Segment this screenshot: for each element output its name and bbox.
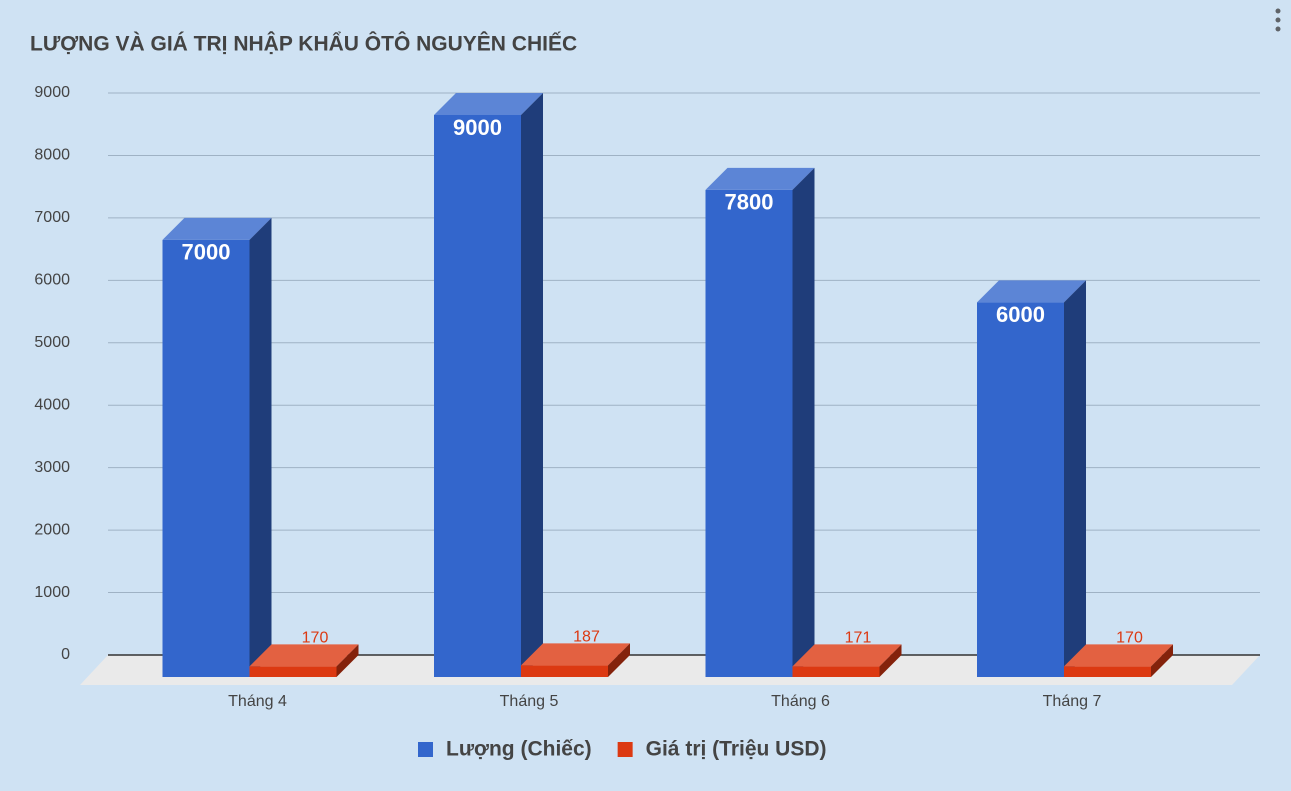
bar-top	[521, 643, 630, 666]
x-tick-label: Tháng 7	[1043, 693, 1102, 710]
bar-side	[1064, 280, 1086, 677]
menu-dot	[1275, 17, 1281, 23]
data-label: 9000	[453, 115, 502, 140]
y-tick-label: 2000	[34, 521, 70, 538]
chart-title: LƯỢNG VÀ GIÁ TRỊ NHẬP KHẨU ÔTÔ NGUYÊN CH…	[30, 32, 577, 56]
bar-front	[1064, 666, 1151, 677]
floor	[80, 655, 1260, 685]
bar-side	[1151, 644, 1173, 677]
bar-front	[705, 189, 793, 677]
bar-side	[521, 93, 543, 677]
data-label: 187	[573, 629, 600, 646]
x-tick-label: Tháng 4	[228, 693, 287, 710]
data-label: 170	[1116, 630, 1143, 647]
bar-front	[434, 115, 521, 677]
bar-front	[977, 302, 1064, 677]
y-tick-label: 3000	[34, 459, 70, 476]
bar-side	[879, 644, 902, 677]
legend-label: Giá trị (Triệu USD)	[646, 738, 827, 761]
bar-top	[792, 644, 902, 667]
menu-icon[interactable]	[1275, 8, 1281, 32]
bar-side	[792, 167, 815, 677]
menu-dot	[1275, 8, 1281, 14]
bar-top	[249, 644, 359, 667]
y-tick-label: 9000	[34, 84, 70, 101]
y-tick-label: 7000	[34, 209, 70, 226]
x-tick-label: Tháng 5	[500, 693, 559, 710]
bar-side	[608, 643, 630, 677]
x-tick-label: Tháng 6	[771, 693, 830, 710]
bar-top	[434, 93, 543, 115]
bar-top	[1064, 644, 1173, 667]
legend-swatch	[617, 742, 633, 757]
y-tick-label: 8000	[34, 147, 70, 164]
y-tick-label: 1000	[34, 584, 70, 601]
bar-top	[162, 217, 272, 240]
bar-side	[336, 644, 359, 677]
bar-top	[705, 167, 815, 190]
data-label: 7000	[182, 240, 231, 265]
bar-front	[792, 666, 880, 677]
data-label: 7800	[725, 190, 774, 215]
bar-front	[249, 666, 337, 677]
bar-front	[521, 665, 608, 677]
y-tick-label: 6000	[34, 272, 70, 289]
bar-side	[249, 217, 272, 677]
data-label: 170	[302, 630, 329, 647]
menu-dot	[1275, 26, 1281, 32]
legend-label: Lượng (Chiếc)	[446, 738, 592, 761]
legend-swatch	[418, 742, 433, 757]
data-label: 171	[845, 630, 872, 647]
bar-top	[977, 280, 1086, 303]
y-tick-label: 5000	[34, 334, 70, 351]
y-tick-label: 4000	[34, 396, 70, 413]
data-label: 6000	[996, 302, 1045, 327]
bar-front	[162, 239, 250, 677]
y-tick-label: 0	[61, 646, 70, 663]
